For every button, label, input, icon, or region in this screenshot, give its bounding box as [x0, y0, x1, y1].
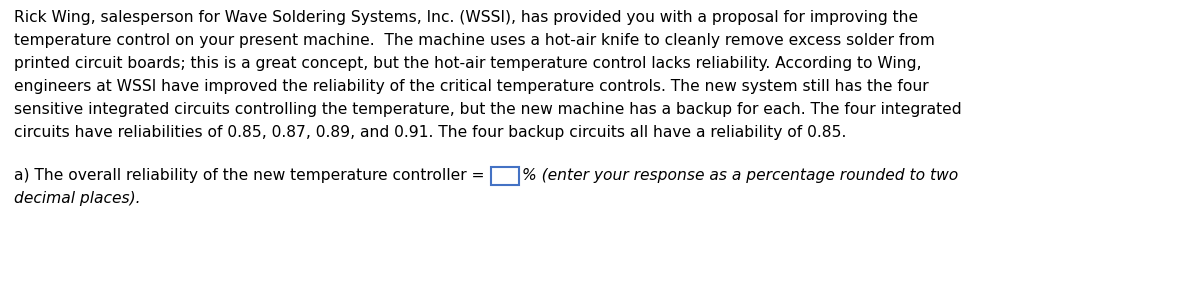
Text: a) The overall reliability of the new temperature controller =: a) The overall reliability of the new te…	[14, 168, 490, 183]
Text: % (enter your response as a percentage rounded to two: % (enter your response as a percentage r…	[522, 168, 959, 183]
Text: decimal places).: decimal places).	[14, 191, 140, 206]
Text: temperature control on your present machine.  The machine uses a hot-air knife t: temperature control on your present mach…	[14, 33, 935, 48]
Text: engineers at WSSI have improved the reliability of the critical temperature cont: engineers at WSSI have improved the reli…	[14, 79, 929, 94]
Text: sensitive integrated circuits controlling the temperature, but the new machine h: sensitive integrated circuits controllin…	[14, 102, 961, 117]
Text: Rick Wing, salesperson for Wave Soldering Systems, Inc. (WSSI), has provided you: Rick Wing, salesperson for Wave Solderin…	[14, 10, 918, 25]
Text: printed circuit boards; this is a great concept, but the hot-air temperature con: printed circuit boards; this is a great …	[14, 56, 922, 71]
Text: circuits have reliabilities of 0.85, 0.87, 0.89, and 0.91. The four backup circu: circuits have reliabilities of 0.85, 0.8…	[14, 125, 846, 140]
